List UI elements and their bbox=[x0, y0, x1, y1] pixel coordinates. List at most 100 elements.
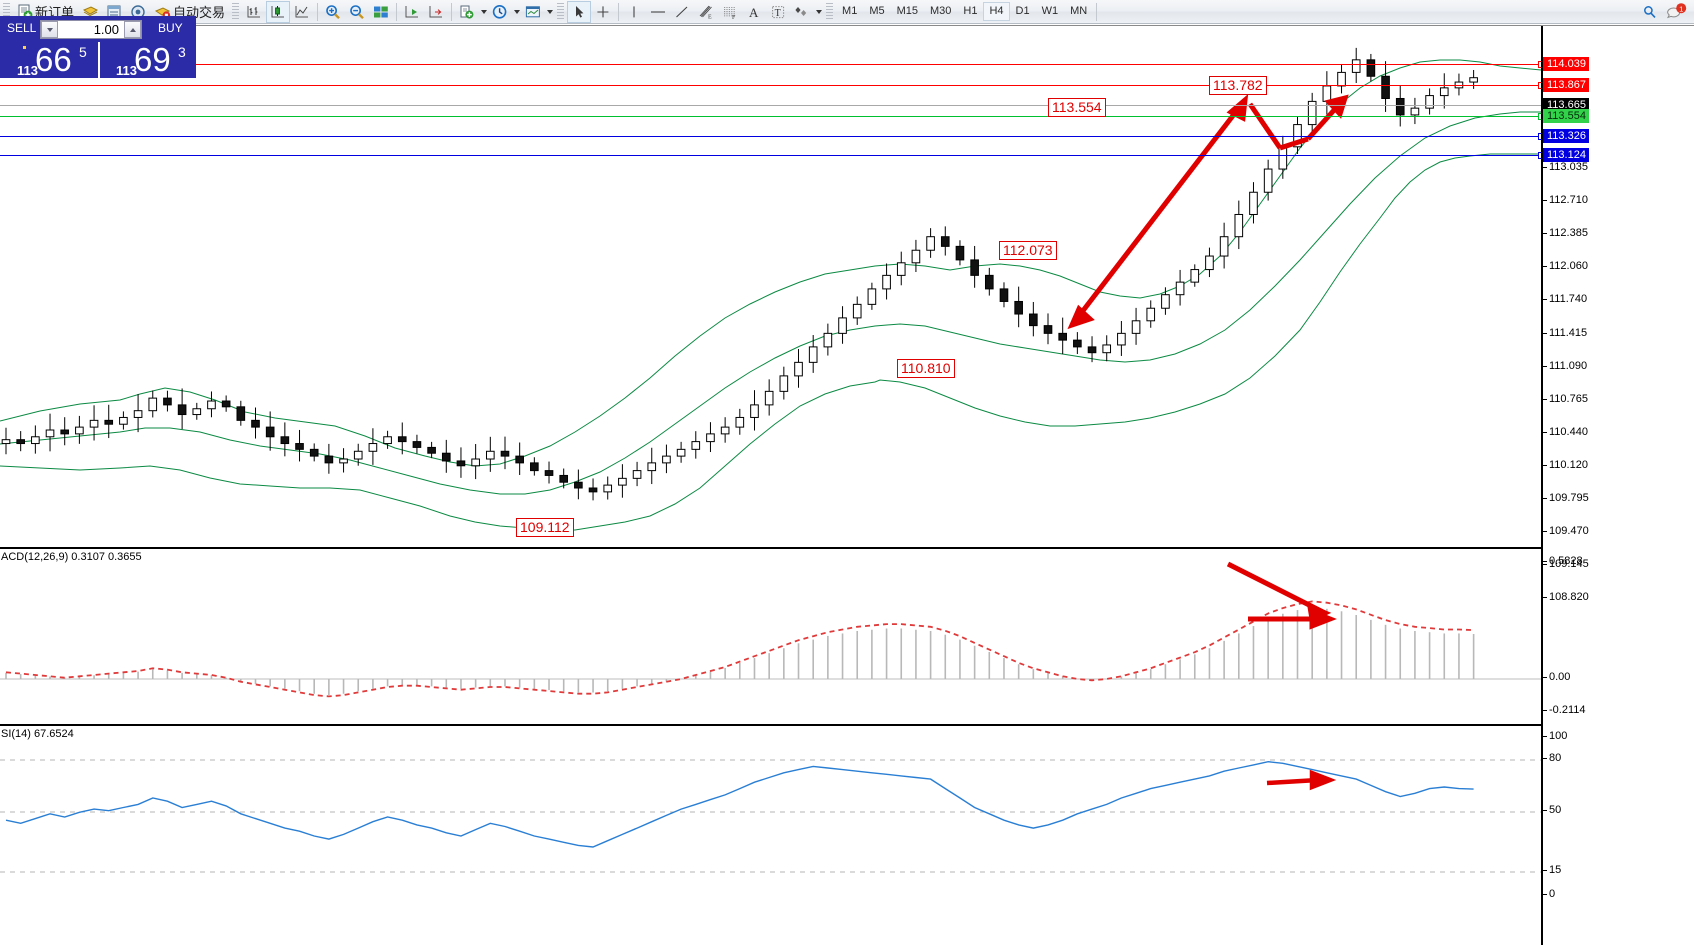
price-tag-114039[interactable]: 114.039 bbox=[1543, 57, 1589, 71]
trendline-button[interactable] bbox=[670, 1, 694, 23]
rsi-pane[interactable]: SI(14) 67.6524 bbox=[0, 724, 1541, 945]
tile-windows-button[interactable] bbox=[369, 1, 393, 23]
timeframe-d1[interactable]: D1 bbox=[1015, 5, 1030, 17]
chart-shift-button[interactable] bbox=[424, 1, 448, 23]
level-line-113326[interactable] bbox=[0, 133, 1541, 140]
rsi-tick-50: 50 bbox=[1542, 804, 1562, 816]
level-handle[interactable] bbox=[1538, 113, 1541, 120]
price-tick-112.710: 112.710 bbox=[1543, 194, 1588, 207]
horizontal-line-button[interactable] bbox=[646, 1, 670, 23]
volume-decrement-button[interactable] bbox=[41, 21, 58, 38]
period-button[interactable] bbox=[488, 1, 512, 23]
volume-field[interactable]: 1.00 bbox=[40, 20, 142, 39]
zoom-in-button[interactable] bbox=[321, 1, 345, 23]
toolbar-grip-4[interactable] bbox=[826, 2, 834, 21]
rsi-trend-arrow bbox=[1266, 769, 1337, 791]
search-icon bbox=[1644, 5, 1656, 18]
templates-icon bbox=[525, 5, 540, 17]
price-tick-109.470: 109.470 bbox=[1543, 525, 1589, 538]
price-tag-113326[interactable]: 113.326 bbox=[1543, 129, 1589, 143]
annotation-110810[interactable]: 110.810 bbox=[897, 359, 955, 378]
buy-price-main: 69 bbox=[134, 42, 171, 78]
toolbar-grip-2[interactable] bbox=[232, 2, 240, 21]
volume-increment-button[interactable] bbox=[124, 21, 141, 38]
timeframe-h4[interactable]: H4 bbox=[983, 2, 1010, 21]
auto-scroll-button[interactable] bbox=[400, 1, 424, 23]
level-handle[interactable] bbox=[1538, 61, 1541, 68]
rsi-tick-0: 0 bbox=[1542, 888, 1556, 900]
cursor-button[interactable] bbox=[567, 0, 592, 23]
timeframe-mn[interactable]: MN bbox=[1070, 5, 1088, 17]
chart-profile-button[interactable] bbox=[78, 1, 102, 23]
add-indicator-button[interactable] bbox=[455, 1, 479, 23]
price-tag-113554[interactable]: 113.554 bbox=[1543, 109, 1589, 123]
zoom-out-icon bbox=[350, 4, 364, 19]
templates-button[interactable] bbox=[521, 1, 545, 23]
add-indicator-dropdown[interactable] bbox=[479, 1, 488, 23]
price-tick-109.145: 109.145 bbox=[1543, 558, 1589, 571]
sell-label: SELL bbox=[7, 21, 37, 35]
main-toolbar: 新订单 bbox=[0, 0, 1694, 24]
timeframe-m30[interactable]: M30 bbox=[930, 5, 952, 17]
level-line-113867[interactable] bbox=[0, 82, 1541, 89]
vertical-line-button[interactable] bbox=[622, 1, 646, 23]
timeframe-m15[interactable]: M15 bbox=[896, 5, 918, 17]
alerts-button[interactable]: 1 bbox=[1662, 1, 1690, 23]
toolbar-grip-3[interactable] bbox=[557, 2, 565, 21]
text-label-icon: T bbox=[772, 5, 785, 19]
annotation-113782[interactable]: 113.782 bbox=[1209, 76, 1267, 95]
text-button[interactable]: A bbox=[742, 1, 766, 23]
level-line-113554[interactable] bbox=[0, 113, 1541, 120]
cursor-icon bbox=[576, 5, 584, 18]
volume-value[interactable]: 1.00 bbox=[93, 22, 119, 37]
price-pane[interactable]: 113.554 113.782 112.073 110.810 109.112 bbox=[0, 26, 1541, 546]
chart-area[interactable]: USDJPY-,H4 113.636 113.691 113.636 113.6… bbox=[0, 25, 1694, 945]
level-line-113124[interactable] bbox=[0, 152, 1541, 159]
bar-chart-button[interactable] bbox=[242, 1, 266, 23]
fibonacci-button[interactable]: F bbox=[718, 1, 742, 23]
equidistant-channel-icon: E bbox=[699, 5, 712, 20]
line-chart-button[interactable] bbox=[290, 1, 314, 23]
equidistant-channel-button[interactable]: E bbox=[694, 1, 718, 23]
candlestick-chart-button[interactable] bbox=[266, 0, 291, 23]
level-handle[interactable] bbox=[1538, 133, 1541, 140]
horizontal-line-icon bbox=[651, 10, 666, 13]
bollinger-lower-band bbox=[0, 153, 1541, 531]
annotation-109112[interactable]: 109.112 bbox=[516, 518, 574, 537]
timeframe-m1[interactable]: M1 bbox=[842, 5, 858, 17]
macd-tick-0.00: 0.00 bbox=[1542, 671, 1571, 683]
alerts-count: 1 bbox=[1679, 4, 1683, 13]
level-handle[interactable] bbox=[1538, 82, 1541, 89]
zoom-out-button[interactable] bbox=[345, 1, 369, 23]
text-label-button[interactable]: T bbox=[766, 1, 790, 23]
sell-button[interactable]: 113 66 5 bbox=[1, 42, 98, 79]
timeframe-m5[interactable]: M5 bbox=[869, 5, 885, 17]
macd-signal-line bbox=[5, 600, 1474, 698]
rsi-scale[interactable]: 100 80 50 15 0 bbox=[1541, 724, 1694, 945]
search-button[interactable] bbox=[1638, 1, 1662, 23]
zoom-in-icon bbox=[326, 4, 340, 19]
timeframe-h1[interactable]: H1 bbox=[963, 5, 978, 17]
chart-profile-icon bbox=[82, 5, 98, 16]
price-tick-112.385: 112.385 bbox=[1543, 227, 1588, 240]
annotation-113554[interactable]: 113.554 bbox=[1048, 98, 1106, 117]
price-tag-113124[interactable]: 113.124 bbox=[1543, 148, 1589, 162]
macd-chart-svg bbox=[0, 561, 1541, 698]
macd-scale[interactable]: 0.5828 0.00 -0.2114 bbox=[1541, 547, 1694, 722]
crosshair-button[interactable] bbox=[591, 1, 615, 23]
price-scale[interactable]: 113.035 112.710 112.385 112.060 111.740 111.4… bbox=[1541, 26, 1694, 603]
one-click-trading-panel[interactable]: SELL 1.00 BUY 113 66 5 113 69 3 bbox=[0, 16, 197, 79]
price-tag-113867[interactable]: 113.867 bbox=[1543, 78, 1589, 92]
level-handle[interactable] bbox=[1538, 152, 1541, 159]
timeframe-w1[interactable]: W1 bbox=[1041, 5, 1059, 17]
macd-pane[interactable]: ACD(12,26,9) 0.3107 0.3655 bbox=[0, 547, 1541, 722]
shapes-dropdown[interactable] bbox=[814, 1, 823, 23]
toolbar-grip[interactable] bbox=[3, 2, 10, 21]
period-dropdown[interactable] bbox=[512, 1, 521, 23]
templates-dropdown[interactable] bbox=[545, 1, 554, 23]
shapes-button[interactable] bbox=[790, 1, 814, 23]
vertical-line-icon bbox=[633, 5, 635, 17]
annotation-112073[interactable]: 112.073 bbox=[999, 241, 1057, 260]
buy-button[interactable]: 113 69 3 bbox=[100, 42, 197, 79]
level-line-114039[interactable] bbox=[0, 61, 1541, 68]
